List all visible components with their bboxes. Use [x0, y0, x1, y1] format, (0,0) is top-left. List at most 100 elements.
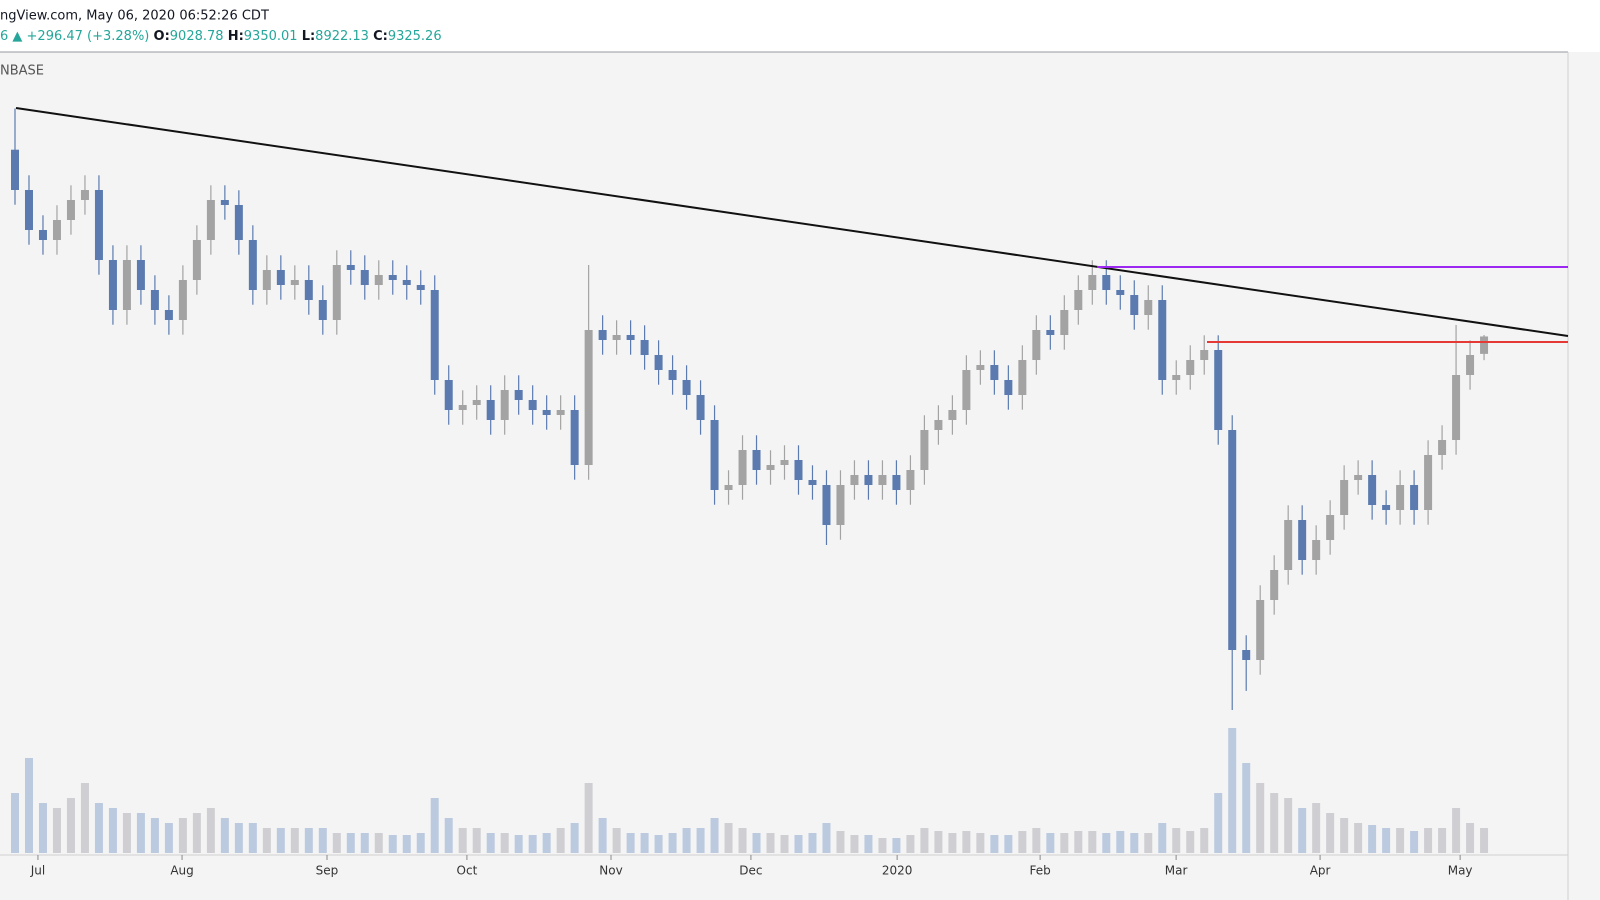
- volume-bar: [808, 833, 817, 853]
- candle-body: [1410, 485, 1419, 510]
- candle-body: [766, 465, 775, 470]
- volume-bar: [976, 833, 985, 853]
- volume-bar: [626, 833, 635, 853]
- candle-body: [374, 275, 383, 285]
- volume-bar: [1368, 825, 1377, 853]
- volume-bar: [1144, 833, 1153, 853]
- x-tick-label: May: [1448, 864, 1473, 878]
- candle-body: [360, 270, 369, 285]
- volume-bar: [94, 803, 103, 853]
- volume-bar: [1018, 831, 1027, 853]
- trend-line: [15, 107, 1569, 337]
- candle-body: [1396, 485, 1405, 510]
- volume-bar: [836, 831, 845, 853]
- volume-bar: [332, 833, 341, 853]
- candle-body: [1102, 275, 1111, 290]
- volume-bar: [1396, 828, 1405, 853]
- candle-body: [1480, 336, 1489, 354]
- volume-bar: [192, 813, 201, 853]
- candle-body: [66, 200, 75, 220]
- volume-bar: [668, 833, 677, 853]
- x-tick-label: Dec: [739, 864, 762, 878]
- candle-body: [850, 475, 859, 485]
- volume-bar: [136, 813, 145, 853]
- candle-body: [234, 205, 243, 240]
- volume-bar: [234, 823, 243, 853]
- header-bg: [0, 0, 1600, 52]
- candle-body: [472, 400, 481, 405]
- candle-body: [290, 280, 299, 285]
- candle-body: [192, 240, 201, 280]
- volume-bar: [542, 833, 551, 853]
- volume-bar: [360, 833, 369, 853]
- volume-bar: [38, 803, 47, 853]
- candle-body: [388, 275, 397, 280]
- x-tick-label: Nov: [599, 864, 622, 878]
- volume-bar: [444, 818, 453, 853]
- volume-bar: [1340, 818, 1349, 853]
- volume-bar: [1466, 823, 1475, 853]
- candle-body: [94, 190, 103, 260]
- candle-body: [276, 270, 285, 285]
- ohlc-value: 8922.13: [315, 29, 369, 44]
- volume-bar: [934, 831, 943, 853]
- candle-body: [556, 410, 565, 415]
- candle-body: [220, 200, 229, 205]
- volume-bar: [1130, 833, 1139, 853]
- volume-bar: [1102, 833, 1111, 853]
- candle-body: [948, 410, 957, 420]
- candle-body: [1284, 520, 1293, 570]
- x-tick-label: Oct: [457, 864, 478, 878]
- candle-body: [1060, 310, 1069, 335]
- candle-body: [136, 260, 145, 290]
- candle-body: [1032, 330, 1041, 360]
- volume-bar: [654, 835, 663, 853]
- candle-body: [164, 310, 173, 320]
- ohlc-label: L:: [302, 29, 315, 44]
- candle-body: [150, 290, 159, 310]
- volume-bar: [402, 835, 411, 853]
- candle-body: [668, 370, 677, 380]
- volume-bar: [1186, 831, 1195, 853]
- candle-body: [318, 300, 327, 320]
- volume-bar: [1270, 793, 1279, 853]
- volume-bar: [304, 828, 313, 853]
- ohlc-label: O:: [154, 29, 170, 44]
- candle-body: [500, 390, 509, 420]
- candle-body: [1452, 375, 1461, 440]
- ohlc-value: 9325.26: [388, 29, 442, 44]
- candle-body: [1312, 540, 1321, 560]
- candle-body: [10, 149, 19, 190]
- candle-body: [1466, 355, 1475, 375]
- candle-body: [1228, 430, 1237, 650]
- candle-body: [1018, 360, 1027, 395]
- candle-body: [1382, 505, 1391, 510]
- candle-body: [640, 340, 649, 355]
- volume-bar: [612, 828, 621, 853]
- x-tick-label: Mar: [1165, 864, 1188, 878]
- candle-body: [486, 400, 495, 420]
- candle-body: [542, 410, 551, 415]
- volume-bar: [570, 823, 579, 853]
- x-tick-label: Sep: [316, 864, 339, 878]
- candle-body: [1088, 275, 1097, 290]
- x-axis: Jul Aug Sep Oct Nov Dec 2020 Feb Mar Apr May: [30, 855, 1473, 878]
- volume-bar: [682, 828, 691, 853]
- volume-bar: [1060, 833, 1069, 853]
- volume-bar: [1172, 828, 1181, 853]
- volume-bar: [66, 798, 75, 853]
- volume-bar: [318, 828, 327, 853]
- volume-bar: [514, 835, 523, 853]
- volume-bar: [122, 813, 131, 853]
- candle-body: [304, 280, 313, 300]
- volume-bar: [962, 831, 971, 853]
- candle-body: [626, 335, 635, 340]
- volume-bar: [430, 798, 439, 853]
- candle-body: [570, 410, 579, 465]
- x-tick-label: Feb: [1029, 864, 1050, 878]
- volume-bar: [486, 833, 495, 853]
- candle-body: [1046, 330, 1055, 335]
- candle-body: [892, 475, 901, 490]
- volume-bar: [1004, 835, 1013, 853]
